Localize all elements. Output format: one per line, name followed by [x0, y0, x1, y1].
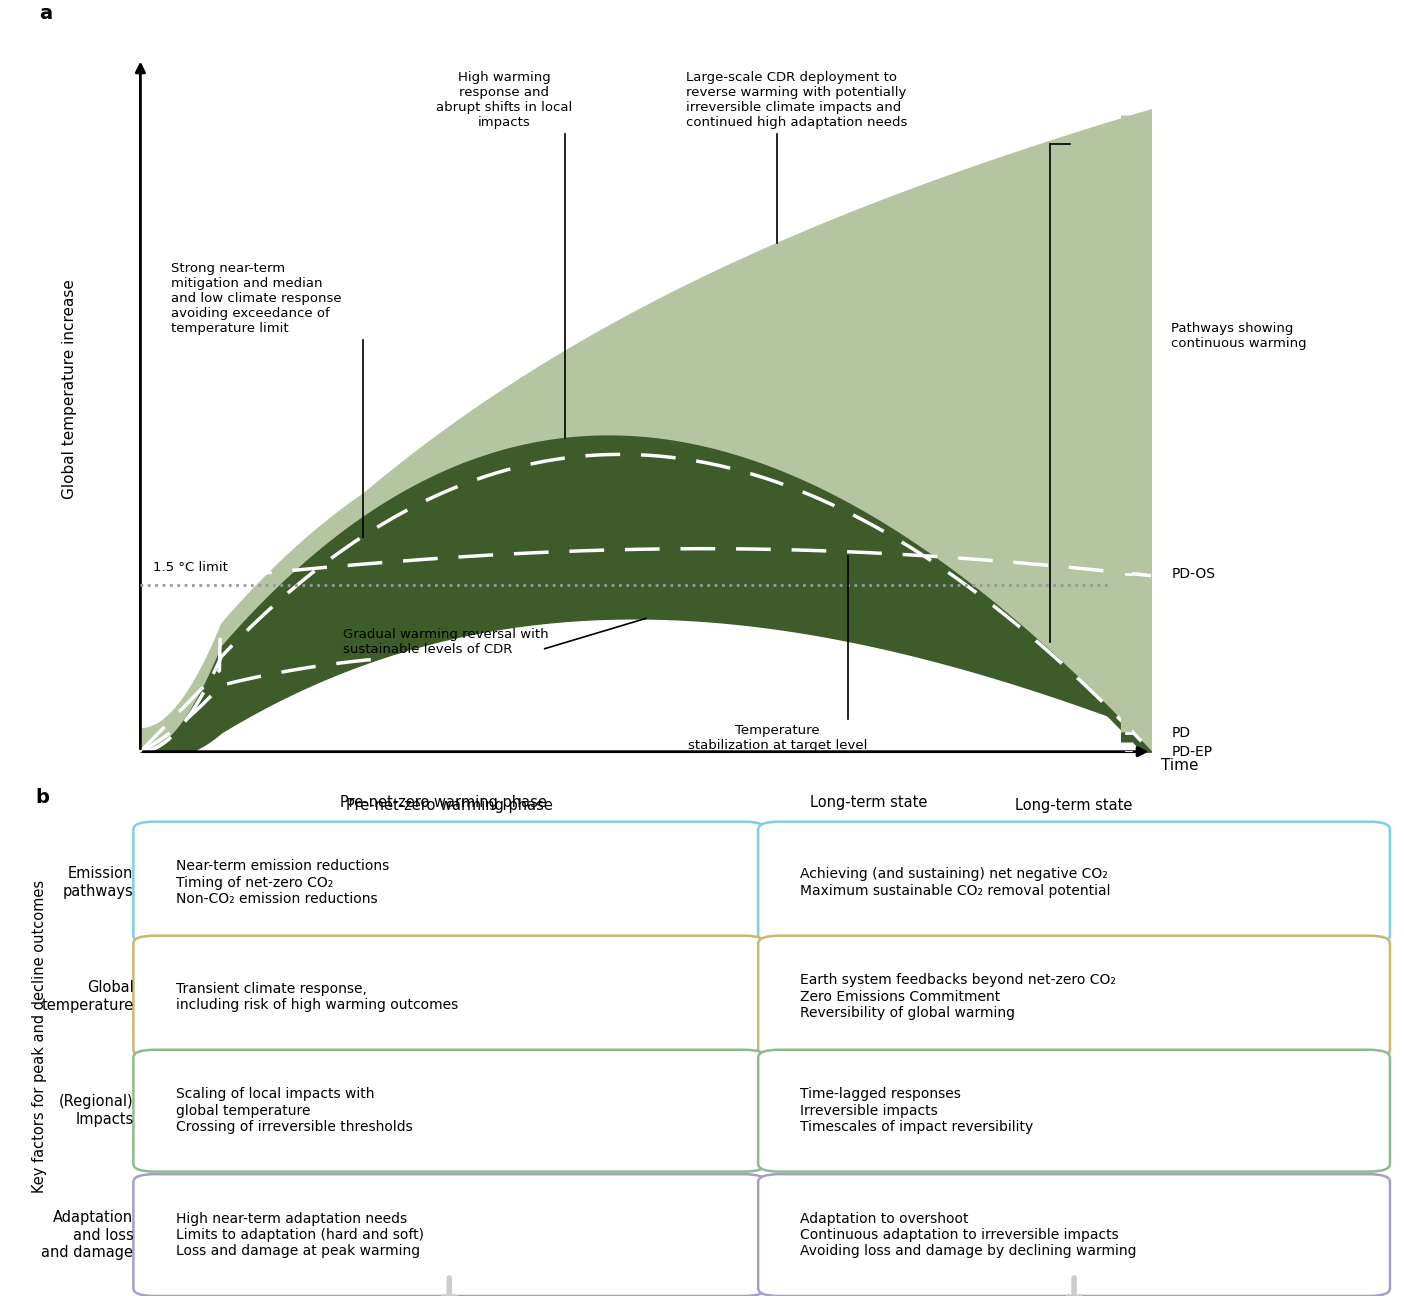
Text: Strong near-term
mitigation and median
and low climate response
avoiding exceeda: Strong near-term mitigation and median a… — [171, 262, 341, 334]
Text: Scaling of local impacts with
global temperature
Crossing of irreversible thresh: Scaling of local impacts with global tem… — [176, 1087, 413, 1134]
FancyBboxPatch shape — [758, 1174, 1390, 1296]
Text: PD: PD — [1171, 726, 1191, 740]
Text: Earth system feedbacks beyond net-zero CO₂
Zero Emissions Commitment
Reversibili: Earth system feedbacks beyond net-zero C… — [800, 973, 1116, 1020]
Text: Key factors for peak and decline outcomes: Key factors for peak and decline outcome… — [32, 880, 46, 1194]
Text: b: b — [35, 788, 49, 807]
Text: Time: Time — [1161, 758, 1199, 774]
Text: High near-term adaptation needs
Limits to adaptation (hard and soft)
Loss and da: High near-term adaptation needs Limits t… — [176, 1212, 424, 1258]
FancyBboxPatch shape — [133, 1174, 765, 1296]
FancyBboxPatch shape — [758, 1050, 1390, 1172]
FancyBboxPatch shape — [758, 822, 1390, 943]
Text: a: a — [39, 4, 52, 23]
Text: Pre-net-zero warming phase: Pre-net-zero warming phase — [345, 798, 553, 814]
Text: 1.5 °C limit: 1.5 °C limit — [153, 561, 227, 574]
Text: Adaptation to overshoot
Continuous adaptation to irreversible impacts
Avoiding l: Adaptation to overshoot Continuous adapt… — [800, 1212, 1137, 1258]
Text: Time-lagged responses
Irreversible impacts
Timescales of impact reversibility: Time-lagged responses Irreversible impac… — [800, 1087, 1033, 1134]
Text: Transient climate response,
including risk of high warming outcomes: Transient climate response, including ri… — [176, 981, 458, 1012]
FancyBboxPatch shape — [133, 936, 765, 1058]
Text: Gradual warming reversal with
sustainable levels of CDR: Gradual warming reversal with sustainabl… — [343, 627, 548, 656]
Text: High warming
response and
abrupt shifts in local
impacts: High warming response and abrupt shifts … — [437, 71, 573, 128]
Text: Global
temperature: Global temperature — [41, 980, 133, 1013]
FancyBboxPatch shape — [133, 822, 765, 943]
Text: Long-term state: Long-term state — [810, 796, 927, 810]
Text: (Regional)
Impacts: (Regional) Impacts — [59, 1094, 133, 1126]
Text: Achieving (and sustaining) net negative CO₂
Maximum sustainable CO₂ removal pote: Achieving (and sustaining) net negative … — [800, 867, 1111, 898]
FancyBboxPatch shape — [758, 936, 1390, 1058]
Text: Global temperature increase: Global temperature increase — [62, 279, 77, 499]
Text: Emission
pathways: Emission pathways — [63, 866, 133, 899]
Text: PD-OS: PD-OS — [1171, 566, 1216, 581]
Text: Temperature
stabilization at target level: Temperature stabilization at target leve… — [688, 723, 866, 752]
Text: Pathways showing
continuous warming: Pathways showing continuous warming — [1171, 323, 1307, 350]
Text: Near-term emission reductions
Timing of net-zero CO₂
Non-CO₂ emission reductions: Near-term emission reductions Timing of … — [176, 859, 389, 906]
FancyBboxPatch shape — [133, 1050, 765, 1172]
Text: Adaptation
and loss
and damage: Adaptation and loss and damage — [41, 1210, 133, 1260]
Text: Pre-net-zero warming phase: Pre-net-zero warming phase — [340, 796, 548, 810]
Text: Long-term state: Long-term state — [1015, 798, 1133, 814]
Text: PD-EP: PD-EP — [1171, 745, 1213, 758]
Text: Large-scale CDR deployment to
reverse warming with potentially
irreversible clim: Large-scale CDR deployment to reverse wa… — [687, 71, 907, 128]
